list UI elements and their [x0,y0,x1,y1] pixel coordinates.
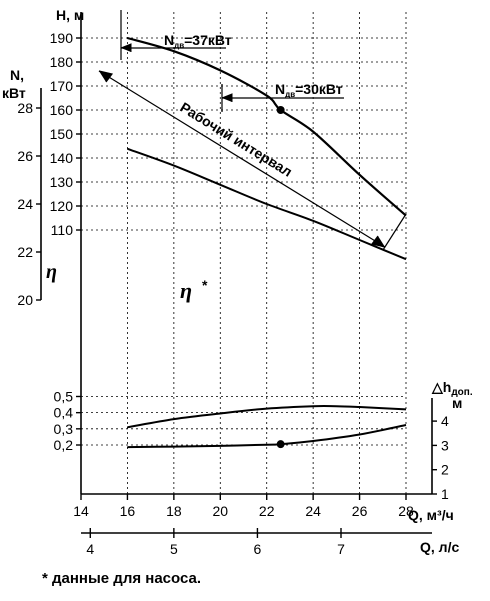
eta-tick-label: 0,3 [54,421,74,437]
h-tick-label: 190 [50,30,74,46]
n-tick-label: 22 [17,244,33,260]
h-tick-label: 140 [50,150,74,166]
h-axis-ticks: 110 120 130 140 150 160 170 180 190 [50,30,81,238]
footnote: * данные для насоса. [42,570,202,587]
operating-point-marker [276,440,285,449]
power-30-annotation: Nдв=30кВт [221,81,344,112]
ls-tick-label: 4 [86,541,94,557]
npsh-curve [127,424,407,449]
range-end-tick [382,213,407,251]
n-axis-ticks: 20 22 24 26 28 [17,100,41,308]
q-ls-axis-title: Q, л/с [420,539,459,555]
npsh-tick-label: 3 [441,437,449,453]
npsh-tick-label: 4 [441,413,449,429]
h-axis-title: H, м [56,7,84,23]
q-tick-label: 20 [212,503,228,519]
ls-tick-label: 5 [170,541,178,557]
power-30-arrowhead [221,93,233,102]
h-tick-label: 160 [50,102,74,118]
q-m3h-axis-title: Q, м³/ч [408,507,454,523]
q-tick-label: 18 [166,503,182,519]
ls-tick-label: 7 [337,541,345,557]
n-tick-label: 28 [17,100,33,116]
npsh-axis-title-2: м [452,395,462,411]
q-tick-label: 26 [352,503,368,519]
eta-star-label: η [180,278,192,303]
n-axis-title-n: N, [10,67,24,83]
curve-markers [276,106,285,449]
h-tick-label: 110 [51,222,74,238]
eta-tick-label: 0,2 [54,437,74,453]
power-30-label: Nдв=30кВт [275,81,343,99]
q-tick-label: 16 [120,503,136,519]
working-range-arrowhead-start [98,70,114,83]
power-curve [127,147,407,261]
head-curve [127,36,407,217]
q-tick-label: 28 [398,503,414,519]
eta-star-mark: * [202,277,208,293]
ls-tick-label: 6 [254,541,262,557]
eta-axis-ticks: 0,20,30,40,5 [54,388,81,453]
npsh-axis-ticks: 1 2 3 4 [432,413,449,502]
q-tick-label: 14 [73,503,89,519]
n-axis-title-unit: кВт [2,85,26,101]
h-tick-label: 150 [50,126,74,142]
working-range-arrow [98,10,407,251]
h-tick-label: 180 [50,54,74,70]
h-tick-label: 120 [50,198,74,214]
npsh-tick-label: 2 [441,462,449,478]
power-37-annotation: Nдв=37кВт [120,32,232,52]
q-m3h-axis-ticks: 14 16 18 20 22 24 26 28 [73,494,414,519]
operating-point-marker [276,106,285,114]
efficiency-curve [127,404,407,429]
grid [81,12,407,494]
q-tick-label: 22 [259,503,275,519]
npsh-tick-label: 1 [441,486,449,502]
h-tick-label: 130 [50,174,74,190]
axes [40,12,433,534]
h-tick-label: 170 [50,78,74,94]
eta-tick-label: 0,5 [54,388,74,404]
n-tick-label: 20 [17,292,33,308]
working-range-line [98,70,386,248]
q-ls-axis-ticks: 4 5 6 7 [86,528,345,557]
power-37-arrowhead [120,43,132,52]
working-range-arrowhead-end [370,235,386,248]
eta-axis-title: η [46,261,57,283]
q-tick-label: 24 [305,503,321,519]
n-tick-label: 24 [17,196,33,212]
power-37-label: Nдв=37кВт [164,32,232,50]
eta-tick-label: 0,4 [54,405,74,421]
n-tick-label: 26 [17,148,33,164]
